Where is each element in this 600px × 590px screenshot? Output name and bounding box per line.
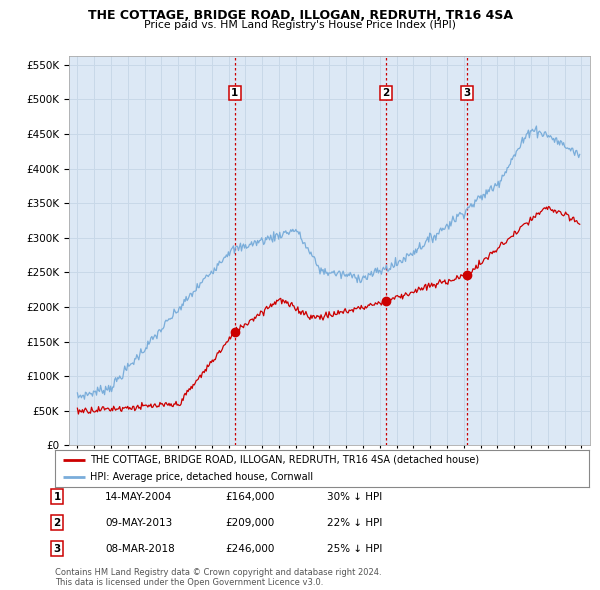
Text: Contains HM Land Registry data © Crown copyright and database right 2024.
This d: Contains HM Land Registry data © Crown c… bbox=[55, 568, 382, 587]
Text: 1: 1 bbox=[231, 88, 238, 98]
Text: 14-MAY-2004: 14-MAY-2004 bbox=[105, 492, 172, 502]
Text: £164,000: £164,000 bbox=[225, 492, 274, 502]
Text: 2: 2 bbox=[53, 518, 61, 527]
Text: THE COTTAGE, BRIDGE ROAD, ILLOGAN, REDRUTH, TR16 4SA (detached house): THE COTTAGE, BRIDGE ROAD, ILLOGAN, REDRU… bbox=[90, 455, 479, 464]
Text: £246,000: £246,000 bbox=[225, 544, 274, 553]
Text: 2: 2 bbox=[382, 88, 389, 98]
Text: 1: 1 bbox=[53, 492, 61, 502]
Text: THE COTTAGE, BRIDGE ROAD, ILLOGAN, REDRUTH, TR16 4SA: THE COTTAGE, BRIDGE ROAD, ILLOGAN, REDRU… bbox=[88, 9, 512, 22]
Text: 09-MAY-2013: 09-MAY-2013 bbox=[105, 518, 172, 527]
Text: 30% ↓ HPI: 30% ↓ HPI bbox=[327, 492, 382, 502]
Text: 22% ↓ HPI: 22% ↓ HPI bbox=[327, 518, 382, 527]
Text: £209,000: £209,000 bbox=[225, 518, 274, 527]
Text: 3: 3 bbox=[53, 544, 61, 553]
Text: HPI: Average price, detached house, Cornwall: HPI: Average price, detached house, Corn… bbox=[90, 473, 313, 483]
Text: 08-MAR-2018: 08-MAR-2018 bbox=[105, 544, 175, 553]
Text: Price paid vs. HM Land Registry's House Price Index (HPI): Price paid vs. HM Land Registry's House … bbox=[144, 20, 456, 30]
Text: 25% ↓ HPI: 25% ↓ HPI bbox=[327, 544, 382, 553]
Text: 3: 3 bbox=[463, 88, 470, 98]
